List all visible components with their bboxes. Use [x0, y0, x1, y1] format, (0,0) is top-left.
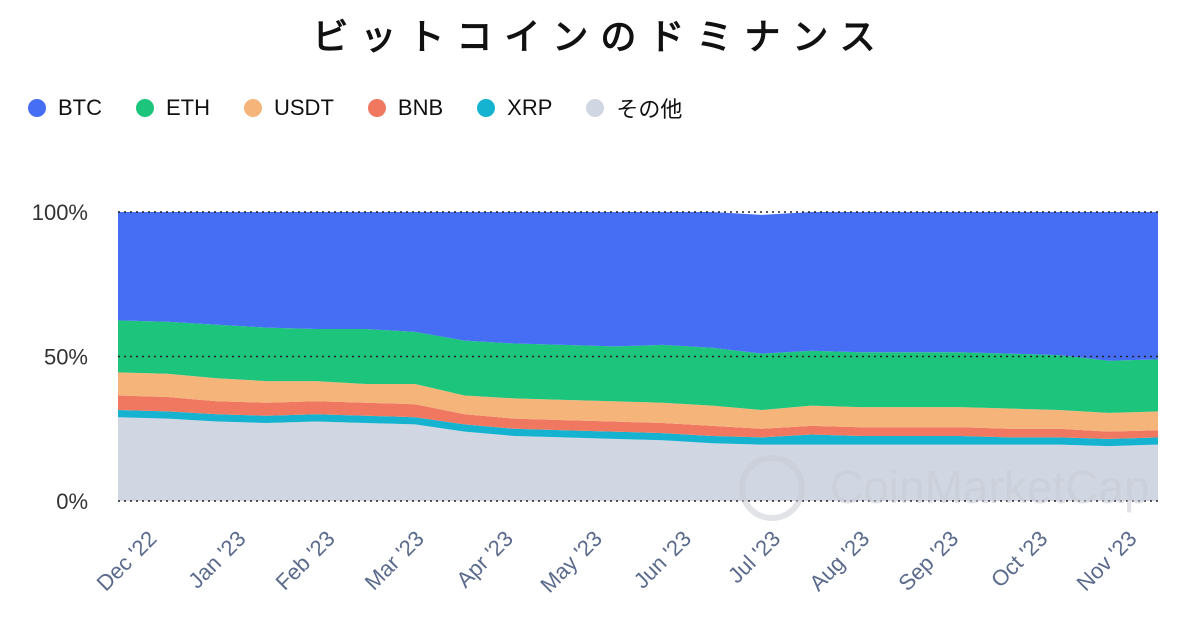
x-tick-label: Oct '23	[986, 526, 1052, 592]
legend-item-5[interactable]: その他	[586, 92, 682, 124]
y-tick-label: 100%	[32, 200, 88, 225]
area-series-その他[interactable]	[118, 417, 1158, 501]
legend-dot-icon	[367, 99, 386, 117]
x-tick-label: Feb '23	[271, 526, 340, 595]
legend-label: USDT	[274, 95, 334, 120]
legend-item-3[interactable]: BNB	[367, 92, 444, 124]
legend-item-2[interactable]: USDT	[244, 92, 334, 124]
legend-dot-icon	[136, 99, 154, 117]
legend-dot-icon	[586, 99, 605, 117]
legend-item-4[interactable]: XRP	[477, 92, 552, 124]
y-tick-label: 50%	[44, 345, 88, 370]
area-series-XRP[interactable]	[118, 410, 1158, 447]
x-tick-label: Apr '23	[451, 526, 517, 592]
x-tick-label: Nov '23	[1072, 526, 1142, 596]
x-tick-label: Sep '23	[893, 526, 963, 596]
chart-legend: BTC ETH USDT BNB XRP その他	[28, 92, 682, 124]
area-series-BNB[interactable]	[118, 395, 1158, 439]
x-tick-label: Jul '23	[723, 526, 785, 588]
legend-label: BNB	[397, 95, 444, 120]
legend-item-1[interactable]: ETH	[136, 92, 210, 124]
area-series-BTC[interactable]	[118, 212, 1158, 361]
legend-label: その他	[616, 97, 683, 122]
legend-dot-icon	[28, 99, 46, 117]
legend-label: ETH	[166, 95, 210, 120]
x-tick-label: Aug '23	[804, 526, 874, 596]
coinmarketcap-logo-icon	[739, 455, 805, 521]
y-tick-label: 0%	[56, 489, 88, 514]
legend-dot-icon	[477, 99, 496, 117]
area-series-ETH[interactable]	[118, 320, 1158, 413]
watermark-text: CoinMarketCap	[830, 461, 1150, 513]
legend-label: XRP	[507, 95, 553, 120]
x-tick-label: Dec '22	[92, 526, 162, 596]
chart-title: ビットコインのドミナンス	[312, 16, 888, 58]
legend-dot-icon	[244, 99, 262, 117]
x-tick-label: Jan '23	[183, 526, 250, 593]
x-tick-label: Mar '23	[360, 526, 429, 595]
legend-label: BTC	[58, 95, 102, 120]
x-tick-label: May '23	[535, 526, 607, 598]
legend-item-0[interactable]: BTC	[28, 92, 102, 124]
x-tick-label: Jun '23	[629, 526, 696, 593]
